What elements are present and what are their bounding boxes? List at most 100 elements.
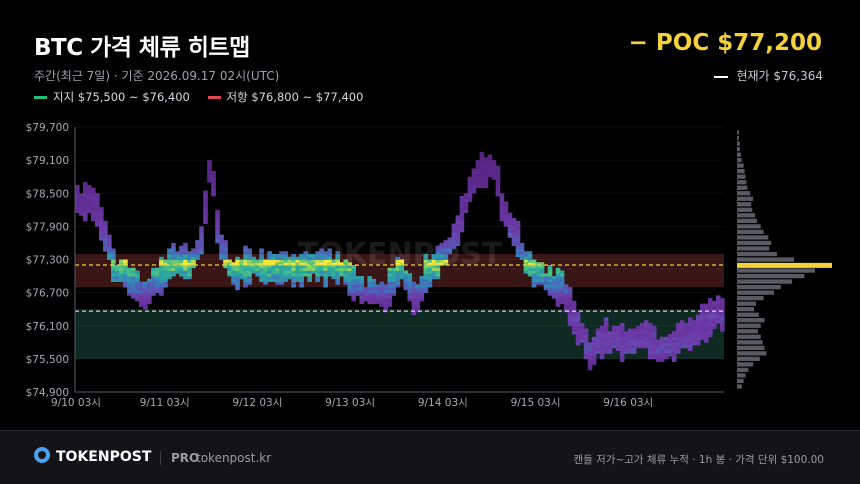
- heat-cell: [459, 226, 465, 230]
- heat-cell: [203, 218, 208, 222]
- heat-cell: [167, 276, 172, 280]
- heat-cell: [315, 259, 320, 263]
- heat-cell: [675, 342, 681, 346]
- heat-cell: [487, 171, 493, 175]
- heat-cell: [171, 245, 176, 249]
- heat-cell: [319, 251, 324, 255]
- heat-cell: [159, 276, 164, 280]
- heat-cell: [91, 187, 96, 191]
- heat-cell: [183, 256, 188, 260]
- heat-cell: [247, 256, 252, 260]
- heat-cell: [191, 248, 196, 252]
- heat-cell: [455, 231, 461, 236]
- heat-cell: [335, 256, 341, 260]
- heat-cell: [491, 176, 497, 180]
- heat-cell: [207, 160, 212, 164]
- heat-cell: [699, 309, 705, 313]
- heat-cell: [707, 314, 713, 318]
- heat-cell: [571, 325, 577, 329]
- y-tick-label: $74,900: [26, 387, 69, 399]
- heat-cell: [691, 328, 697, 332]
- heat-cell: [527, 253, 533, 258]
- heat-cell: [627, 336, 633, 340]
- heat-cell: [511, 220, 517, 225]
- heat-cell: [83, 196, 88, 200]
- heat-cell: [123, 259, 128, 263]
- heat-cell: [127, 289, 132, 294]
- volume-profile-bar: [737, 180, 747, 185]
- heat-cell: [363, 287, 369, 291]
- heat-cell: [395, 273, 401, 277]
- footer-site-link[interactable]: tokenpost.kr: [196, 451, 272, 465]
- heat-cell: [191, 265, 196, 269]
- heat-cell: [719, 300, 725, 305]
- heat-cell: [495, 182, 501, 186]
- heat-cell: [531, 265, 537, 269]
- heat-cell: [423, 265, 429, 269]
- heat-cell: [679, 331, 685, 335]
- heat-cell: [695, 342, 701, 346]
- heat-cell: [395, 281, 401, 285]
- heat-cell: [563, 300, 569, 305]
- heat-cell: [331, 259, 337, 263]
- heat-cell: [635, 325, 641, 329]
- heat-cell: [423, 287, 429, 291]
- heat-cell: [695, 339, 701, 343]
- heat-cell: [583, 334, 589, 338]
- heat-cell: [183, 270, 188, 274]
- heat-cell: [575, 317, 581, 321]
- heat-cell: [539, 270, 545, 274]
- heat-cell: [687, 322, 693, 327]
- heat-cell: [631, 347, 637, 351]
- volume-profile-bar: [737, 340, 763, 345]
- heat-cell: [399, 273, 405, 277]
- heat-cell: [575, 336, 581, 340]
- heat-cell: [511, 229, 517, 233]
- heat-cell: [259, 253, 264, 258]
- heat-cell: [419, 292, 425, 296]
- heat-cell: [375, 289, 381, 294]
- heat-cell: [423, 278, 429, 282]
- heat-cell: [487, 154, 493, 158]
- heat-cell: [367, 281, 373, 285]
- footer-logo[interactable]: TOKENPOST: [34, 447, 151, 465]
- heat-cell: [131, 292, 136, 296]
- heat-cell: [87, 184, 92, 189]
- heat-cell: [311, 262, 316, 266]
- heat-cell: [131, 278, 136, 282]
- heat-cell: [415, 292, 421, 296]
- heat-cell: [343, 267, 349, 271]
- heat-cell: [671, 331, 677, 335]
- heat-cell: [139, 289, 144, 294]
- heat-cell: [267, 251, 272, 255]
- heat-cell: [247, 281, 252, 285]
- heat-cell: [167, 270, 172, 274]
- heat-cell: [203, 198, 208, 202]
- heat-cell: [483, 165, 489, 169]
- heat-cell: [487, 160, 493, 164]
- heat-cell: [411, 281, 417, 285]
- heat-cell: [123, 278, 128, 282]
- heat-cell: [255, 267, 260, 271]
- heat-cell: [531, 284, 537, 288]
- heat-cell: [491, 165, 497, 169]
- heat-cell: [223, 253, 228, 258]
- heat-cell: [91, 212, 96, 216]
- heat-cell: [291, 262, 296, 266]
- heat-cell: [647, 350, 653, 354]
- heat-cell: [323, 270, 328, 274]
- heat-cell: [391, 278, 397, 282]
- heat-cell: [603, 325, 609, 329]
- heat-cell: [99, 220, 104, 225]
- heat-cell: [667, 353, 673, 357]
- heat-cell: [475, 162, 481, 167]
- heat-cell: [111, 251, 116, 255]
- heat-cell: [463, 196, 469, 200]
- heat-cell: [611, 334, 617, 338]
- heat-cell: [695, 317, 701, 321]
- heat-cell: [423, 267, 429, 271]
- heat-cell: [83, 193, 88, 197]
- heat-cell: [391, 281, 397, 285]
- heat-cell: [227, 262, 232, 266]
- heat-cell: [271, 262, 276, 266]
